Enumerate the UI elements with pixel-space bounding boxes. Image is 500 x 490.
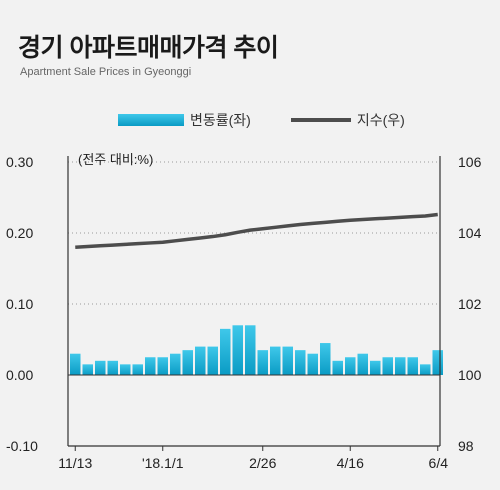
x-tick-label: 11/13 — [58, 455, 92, 471]
bar — [232, 325, 243, 375]
unit-note: (전주 대비:%) — [78, 152, 153, 167]
bar — [207, 346, 218, 375]
bar — [282, 346, 293, 375]
bar — [132, 364, 143, 375]
bar — [170, 353, 181, 375]
bar — [345, 357, 356, 375]
x-tick-label: 4/16 — [337, 455, 364, 471]
bar — [195, 346, 206, 375]
legend-bar-swatch — [118, 114, 184, 126]
bar — [120, 364, 131, 375]
legend-line-swatch — [290, 118, 351, 122]
bar — [395, 357, 406, 375]
bar — [82, 364, 93, 375]
bar — [270, 346, 281, 375]
bar — [370, 360, 381, 375]
bar — [332, 360, 343, 375]
bar — [182, 350, 193, 375]
right-tick-label: 102 — [458, 296, 482, 312]
left-tick-label: -0.10 — [6, 438, 38, 454]
gridlines — [68, 161, 440, 447]
bar — [307, 353, 318, 375]
chart-title: 경기 아파트매매가격 추이 — [18, 34, 279, 62]
left-tick-label: 0.00 — [6, 367, 33, 383]
right-tick-label: 104 — [458, 225, 482, 241]
x-tick-label: 2/26 — [249, 455, 276, 471]
x-tick-label: 6/4 — [429, 455, 449, 471]
right-tick-label: 100 — [458, 367, 482, 383]
bar — [320, 343, 331, 375]
bar — [257, 350, 268, 375]
index-line — [75, 212, 438, 249]
right-tick-label: 106 — [458, 154, 482, 170]
legend: 변동률(좌) 지수(우) — [118, 110, 405, 130]
bar — [95, 360, 106, 375]
bar — [70, 353, 81, 375]
bar — [145, 357, 156, 375]
chart-subtitle: Apartment Sale Prices in Gyeonggi — [20, 66, 192, 78]
x-tick-label: '18.1/1 — [142, 455, 184, 471]
bar — [107, 360, 118, 375]
bar — [295, 350, 306, 375]
bar — [407, 357, 418, 375]
left-tick-label: 0.20 — [6, 225, 33, 241]
bar — [420, 364, 431, 375]
bar — [382, 357, 393, 375]
left-tick-label: 0.10 — [6, 296, 33, 312]
bar — [220, 328, 231, 375]
bar-series — [70, 325, 443, 375]
bar — [245, 325, 256, 375]
left-tick-label: 0.30 — [6, 154, 33, 170]
bar — [357, 353, 368, 375]
right-tick-label: 98 — [458, 438, 474, 454]
bar — [432, 350, 443, 375]
line-series — [75, 212, 438, 249]
axis-labels: -0.10 0.00 0.10 0.20 0.30 98 100 102 104 106 11/13… — [6, 154, 482, 471]
legend-line-label: 지수(우) — [356, 112, 405, 128]
legend-bar-label: 변동률(좌) — [190, 112, 251, 128]
axes — [67, 156, 441, 451]
bar — [157, 357, 168, 375]
